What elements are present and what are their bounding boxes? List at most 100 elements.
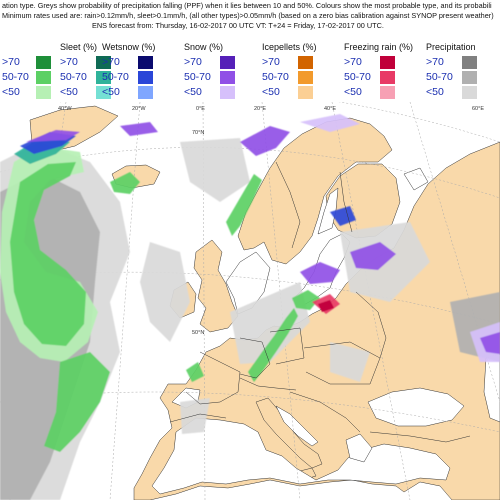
legend-label: >70 [102, 56, 120, 68]
legend-swatch [138, 71, 153, 84]
legend-swatch [298, 56, 313, 69]
legend-swatch [96, 71, 111, 84]
legend-group-6: Precipitation >70 50-70 <50 [426, 40, 500, 102]
border-alps [239, 377, 297, 391]
north-sea [225, 251, 271, 315]
legend-label: >70 [426, 56, 444, 68]
legend-swatch [462, 86, 477, 99]
legend-group-0: >70 50-70 <50 [2, 40, 87, 102]
legend-swatch [36, 86, 51, 99]
legend-swatch [138, 56, 153, 69]
rain-baltic-states [292, 290, 320, 310]
header-line-2: Minimum rates used are: rain>0.12mm/h, s… [2, 11, 494, 20]
legend-label: >70 [2, 56, 20, 68]
legend-swatch [462, 71, 477, 84]
border-germany [239, 337, 271, 379]
legend-swatch [380, 86, 395, 99]
legend-title: Freezing rain (%) [344, 42, 414, 52]
legend-swatch [220, 71, 235, 84]
rain-atlantic-core [10, 162, 86, 346]
legend-group-5: Freezing rain (%) >70 50-70 <50 [344, 40, 429, 102]
scandinavia-land [237, 117, 393, 265]
legend-swatch [96, 86, 111, 99]
legend-label: 50-70 [2, 71, 29, 83]
legend-group-2: Wetsnow (%) >70 50-70 <50 [102, 40, 187, 102]
legend-label: <50 [426, 86, 444, 98]
legend-label: 50-70 [344, 71, 371, 83]
legend-title: Snow (%) [184, 42, 224, 52]
legend-title: Icepellets (%) [262, 42, 317, 52]
legend-label: 50-70 [184, 71, 211, 83]
legend-label: <50 [2, 86, 20, 98]
freezing-rain-baltic-core [318, 300, 334, 312]
precipitation-type-legend: >70 50-70 <50 Sleet (%) >70 50-70 <50 Wetsnow (… [0, 40, 500, 102]
legend-title: Precipitation [426, 42, 476, 52]
lat-label-70n: 70°N [192, 130, 204, 136]
lat-line-60 [0, 147, 500, 199]
legend-label: <50 [60, 86, 78, 98]
gulf-of-bothnia [317, 187, 339, 235]
legend-swatch [380, 56, 395, 69]
snow-barents [120, 122, 158, 136]
legend-label: 50-70 [426, 71, 453, 83]
figure-header: ation type. Greys show probability of pr… [0, 0, 500, 40]
mediterranean-sea [151, 417, 451, 495]
legend-label: 50-70 [102, 71, 129, 83]
legend-label: <50 [344, 86, 362, 98]
lon-line-20w [109, 102, 141, 500]
snow-svalbard [300, 114, 360, 132]
legend-group-1: Sleet (%) >70 50-70 <50 [60, 40, 145, 102]
snow-caucasus-core [480, 332, 500, 354]
legend-title: Sleet (%) [60, 42, 98, 52]
lon-label-0e: 0°E [196, 106, 205, 112]
border-iberia [169, 413, 227, 423]
lat-line-70 [60, 102, 500, 143]
lon-label-40e: 40°E [324, 106, 336, 112]
header-line-1: ation type. Greys show probability of pr… [2, 1, 492, 10]
precip-grey-central [230, 282, 310, 364]
lon-line-40e [331, 102, 411, 500]
snow-russia-east [350, 242, 396, 270]
legend-label: <50 [262, 86, 280, 98]
lon-label-20w: 20°W [132, 106, 146, 112]
country-borders [169, 161, 471, 443]
border-scandinavia [275, 161, 301, 249]
europe-precipitation-map: 40°W 20°W 0°E 20°E 40°E 60°E 70°N 50°N [0, 102, 500, 500]
aegean-sea [345, 433, 373, 463]
legend-label: >70 [60, 56, 78, 68]
precip-grey-iberia [180, 398, 210, 434]
snow-scandinavia-north [240, 126, 290, 156]
lon-label-60e: 60°E [472, 106, 484, 112]
rain-atlantic-arc [44, 352, 110, 452]
header-line-3: ENS forecast from: Thursday, 16-02-2017 … [92, 21, 384, 30]
legend-label: >70 [184, 56, 202, 68]
legend-label: >70 [344, 56, 362, 68]
wetsnow-finland [330, 206, 356, 226]
lon-label-20e: 20°E [254, 106, 266, 112]
snow-russia-baltic [300, 262, 340, 284]
legend-label: <50 [102, 86, 120, 98]
legend-swatch [138, 86, 153, 99]
border-turkey [369, 431, 471, 443]
legend-title: Wetsnow (%) [102, 42, 156, 52]
adriatic-sea [275, 405, 319, 447]
border-ukraine [303, 341, 381, 385]
border-france [185, 351, 241, 405]
lon-label-40w: 40°W [58, 106, 72, 112]
graticule-labels: 40°W 20°W 0°E 20°E 40°E 60°E 70°N 50°N [58, 106, 484, 336]
legend-swatch [380, 71, 395, 84]
white-sea [403, 167, 429, 191]
legend-label: <50 [184, 86, 202, 98]
legend-swatch [36, 56, 51, 69]
rain-norway-coast [226, 174, 262, 236]
snow-greenland [26, 130, 80, 142]
border-balkans [289, 391, 361, 433]
border-finland [339, 171, 353, 233]
legend-label: 50-70 [60, 71, 87, 83]
rain-biscay [186, 362, 204, 382]
rain-north-sea-band [248, 308, 298, 382]
legend-group-4: Icepellets (%) >70 50-70 <50 [262, 40, 347, 102]
precip-grey-north [180, 138, 250, 202]
precip-grey-med [330, 342, 370, 382]
